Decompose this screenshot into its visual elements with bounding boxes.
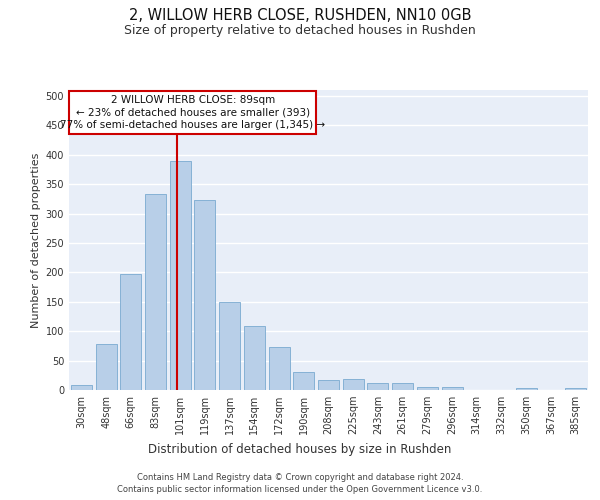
Bar [145, 194, 166, 390]
Text: Contains public sector information licensed under the Open Government Licence v3: Contains public sector information licen… [118, 485, 482, 494]
Bar [565, 388, 586, 390]
Bar [269, 347, 290, 390]
Bar [194, 200, 215, 390]
Bar [70, 91, 316, 134]
Text: Size of property relative to detached houses in Rushden: Size of property relative to detached ho… [124, 24, 476, 37]
Bar [367, 383, 388, 390]
Bar [516, 388, 537, 390]
Text: 2 WILLOW HERB CLOSE: 89sqm: 2 WILLOW HERB CLOSE: 89sqm [110, 96, 275, 106]
Bar [417, 387, 438, 390]
Text: ← 23% of detached houses are smaller (393): ← 23% of detached houses are smaller (39… [76, 108, 310, 118]
Bar [392, 383, 413, 390]
Bar [293, 372, 314, 390]
Bar [120, 274, 141, 390]
Text: 77% of semi-detached houses are larger (1,345) →: 77% of semi-detached houses are larger (… [60, 120, 325, 130]
Bar [71, 386, 92, 390]
Y-axis label: Number of detached properties: Number of detached properties [31, 152, 41, 328]
Bar [170, 160, 191, 390]
Text: Contains HM Land Registry data © Crown copyright and database right 2024.: Contains HM Land Registry data © Crown c… [137, 472, 463, 482]
Bar [318, 380, 339, 390]
Bar [95, 344, 116, 390]
Text: 2, WILLOW HERB CLOSE, RUSHDEN, NN10 0GB: 2, WILLOW HERB CLOSE, RUSHDEN, NN10 0GB [129, 8, 471, 22]
Bar [219, 302, 240, 390]
Bar [442, 387, 463, 390]
Bar [343, 379, 364, 390]
Bar [244, 326, 265, 390]
Text: Distribution of detached houses by size in Rushden: Distribution of detached houses by size … [148, 442, 452, 456]
